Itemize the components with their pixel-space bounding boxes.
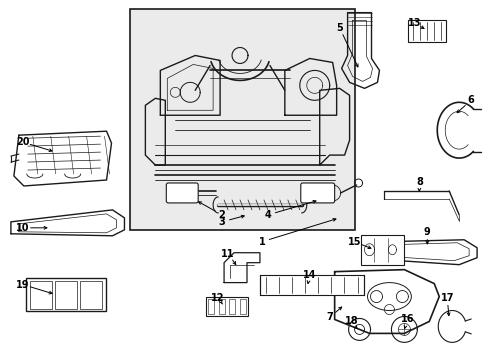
Bar — [218, 298, 224, 315]
Text: 11: 11 — [221, 249, 234, 259]
Text: 18: 18 — [344, 316, 358, 327]
Bar — [360, 235, 404, 265]
Text: 5: 5 — [336, 23, 342, 33]
Text: 19: 19 — [16, 280, 30, 289]
Text: 10: 10 — [16, 223, 30, 233]
Text: 16: 16 — [400, 314, 413, 324]
Text: 3: 3 — [218, 217, 225, 227]
Text: 9: 9 — [423, 227, 430, 237]
Text: 12: 12 — [211, 293, 224, 302]
FancyBboxPatch shape — [300, 183, 334, 203]
Text: 6: 6 — [467, 95, 473, 105]
Text: 14: 14 — [303, 270, 316, 280]
Text: 17: 17 — [440, 293, 453, 302]
Bar — [26, 278, 105, 311]
Bar — [30, 280, 52, 309]
Text: 1: 1 — [258, 237, 265, 247]
Text: 13: 13 — [407, 18, 420, 28]
Text: 2: 2 — [218, 210, 225, 220]
Bar — [260, 275, 363, 294]
Text: 15: 15 — [347, 237, 361, 247]
Text: 8: 8 — [415, 177, 422, 187]
Bar — [407, 20, 446, 41]
Bar — [208, 298, 214, 315]
Bar — [206, 297, 247, 316]
Bar — [80, 280, 102, 309]
Bar — [55, 280, 77, 309]
Text: 20: 20 — [16, 137, 30, 147]
FancyBboxPatch shape — [166, 183, 198, 203]
Text: 4: 4 — [264, 210, 271, 220]
Bar — [229, 298, 235, 315]
Bar — [130, 9, 354, 230]
Text: 7: 7 — [325, 312, 332, 323]
Bar — [240, 298, 245, 315]
